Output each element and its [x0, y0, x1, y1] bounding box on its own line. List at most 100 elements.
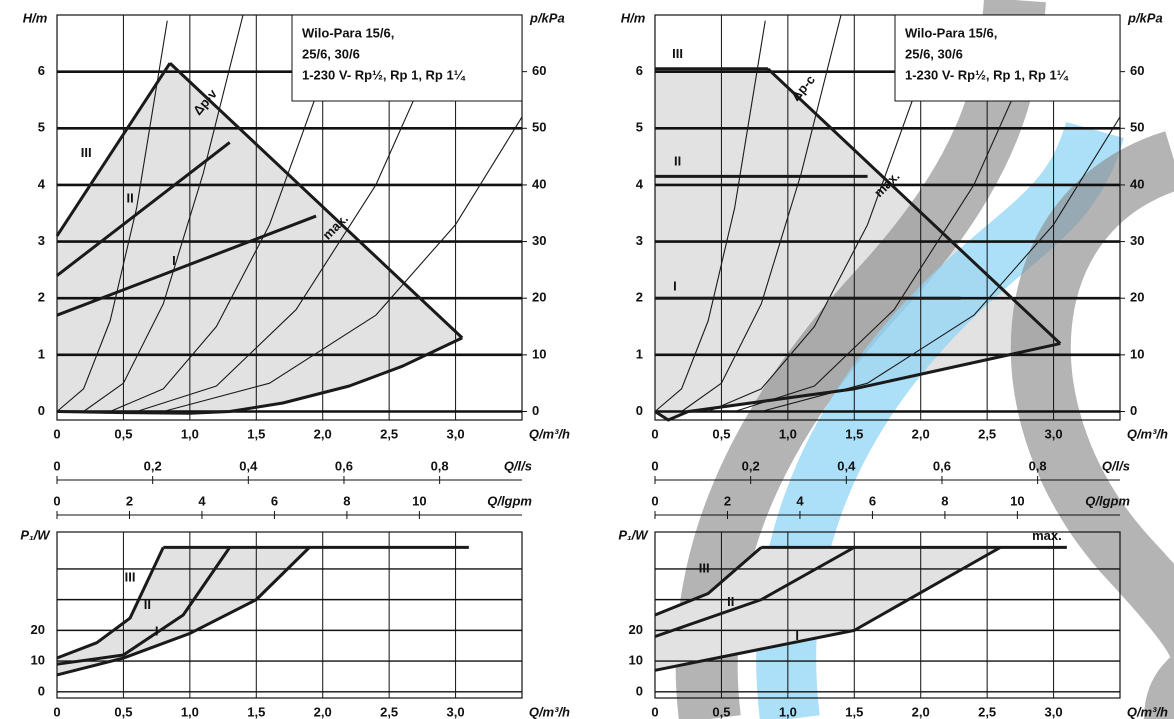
x-tick-label: 1,0: [181, 704, 199, 719]
x-tick-label: 1,0: [779, 704, 797, 719]
y-tick-label: 2: [636, 290, 643, 305]
y-tick-label: 3: [38, 233, 45, 248]
x-axis-label: Q/m³/h: [1127, 704, 1168, 719]
x-tick-label: 2,0: [912, 426, 930, 441]
x-tick-label: 0,5: [114, 426, 132, 441]
curve-label: II: [674, 154, 681, 169]
secondary-tick-label: 0,6: [933, 458, 951, 473]
secondary-axis-label: Q/l/s: [1102, 458, 1130, 473]
y-axis-label: H/m: [621, 10, 646, 25]
secondary-tick-label: 6: [869, 493, 876, 508]
y-tick-label: 6: [636, 63, 643, 78]
y-axis-label: H/m: [23, 10, 48, 25]
y-tick-label: 1: [636, 346, 643, 361]
curve-label: II: [126, 191, 133, 206]
y2-tick-label: 40: [532, 176, 546, 191]
x-tick-label: 0: [651, 426, 658, 441]
y2-tick-label: 40: [1130, 176, 1144, 191]
y-tick-label: 20: [629, 622, 643, 637]
y-tick-label: 10: [629, 653, 643, 668]
y-tick-label: 2: [38, 290, 45, 305]
secondary-tick-label: 0,2: [144, 458, 162, 473]
x-tick-label: 0: [53, 704, 60, 719]
y2-tick-label: 0: [532, 403, 539, 418]
secondary-tick-label: 0,2: [742, 458, 760, 473]
x-axis-label: Q/m³/h: [529, 426, 570, 441]
y-tick-label: 4: [636, 176, 644, 191]
y-tick-label: 20: [31, 622, 45, 637]
y2-axis-label: p/kPa: [529, 10, 565, 25]
x-tick-label: 2,0: [314, 704, 332, 719]
secondary-tick-label: 0,4: [837, 458, 856, 473]
y2-axis-label: p/kPa: [1127, 10, 1163, 25]
info-text: 1-230 V- Rp½, Rp 1, Rp 1¼: [905, 67, 1069, 82]
secondary-tick-label: 0: [651, 493, 658, 508]
x-tick-label: 1,5: [845, 704, 863, 719]
x-axis-label: Q/m³/h: [529, 704, 570, 719]
secondary-tick-label: 10: [412, 493, 426, 508]
y-tick-label: 5: [636, 120, 643, 135]
secondary-tick-label: 2: [724, 493, 731, 508]
info-text: Wilo-Para 15/6,: [905, 25, 997, 40]
x-tick-label: 2,5: [978, 704, 996, 719]
y2-tick-label: 50: [1130, 120, 1144, 135]
x-tick-label: 2,0: [912, 704, 930, 719]
x-tick-label: 0: [53, 426, 60, 441]
x-tick-label: 3,0: [447, 426, 465, 441]
y-axis-label: P₁/W: [20, 527, 51, 542]
y2-tick-label: 10: [532, 346, 546, 361]
secondary-tick-label: 10: [1010, 493, 1024, 508]
curve-label: III: [81, 145, 92, 160]
annotation: Δp-c: [788, 72, 818, 104]
x-tick-label: 1,5: [247, 426, 265, 441]
y-axis-label: P₁/W: [618, 527, 649, 542]
secondary-tick-label: 4: [796, 493, 804, 508]
curve-label: I: [673, 278, 677, 293]
y2-tick-label: 10: [1130, 346, 1144, 361]
x-axis-label: Q/m³/h: [1127, 426, 1168, 441]
secondary-tick-label: 8: [941, 493, 948, 508]
x-tick-label: 3,0: [447, 704, 465, 719]
secondary-tick-label: 0: [53, 458, 60, 473]
curve-label: III: [699, 560, 710, 575]
info-text: 1-230 V- Rp½, Rp 1, Rp 1¼: [302, 67, 466, 82]
curve-label: III: [672, 46, 683, 61]
y-tick-label: 1: [38, 346, 45, 361]
y-tick-label: 5: [38, 120, 45, 135]
x-tick-label: 2,5: [380, 704, 398, 719]
x-tick-label: 0,5: [712, 426, 730, 441]
y-tick-label: 0: [38, 683, 45, 698]
x-tick-label: 0,5: [114, 704, 132, 719]
curve-label: max.: [1032, 528, 1062, 543]
y2-tick-label: 20: [1130, 290, 1144, 305]
secondary-tick-label: 4: [198, 493, 206, 508]
y-tick-label: 3: [636, 233, 643, 248]
x-tick-label: 1,0: [181, 426, 199, 441]
y2-tick-label: 20: [532, 290, 546, 305]
curve-label: I: [155, 623, 159, 638]
y-tick-label: 0: [636, 683, 643, 698]
y-tick-label: 6: [38, 63, 45, 78]
y-tick-label: 0: [636, 403, 643, 418]
secondary-axis-label: Q/lgpm: [1085, 493, 1130, 508]
y2-tick-label: 60: [1130, 63, 1144, 78]
x-tick-label: 1,0: [779, 426, 797, 441]
x-tick-label: 2,5: [380, 426, 398, 441]
x-tick-label: 1,5: [845, 426, 863, 441]
x-tick-label: 2,5: [978, 426, 996, 441]
secondary-tick-label: 8: [343, 493, 350, 508]
x-tick-label: 3,0: [1045, 426, 1063, 441]
secondary-tick-label: 0,8: [431, 458, 449, 473]
secondary-tick-label: 0: [53, 493, 60, 508]
y-tick-label: 0: [38, 403, 45, 418]
secondary-tick-label: 0,4: [239, 458, 258, 473]
pump-curves: 00,51,01,52,02,53,0Q/m³/h0123456H/m01020…: [0, 0, 1174, 719]
x-tick-label: 1,5: [247, 704, 265, 719]
y-tick-label: 10: [31, 653, 45, 668]
secondary-tick-label: 0,6: [335, 458, 353, 473]
x-tick-label: 3,0: [1045, 704, 1063, 719]
y2-tick-label: 50: [532, 120, 546, 135]
x-tick-label: 0,5: [712, 704, 730, 719]
y2-tick-label: 30: [532, 233, 546, 248]
secondary-axis-label: Q/l/s: [504, 458, 532, 473]
